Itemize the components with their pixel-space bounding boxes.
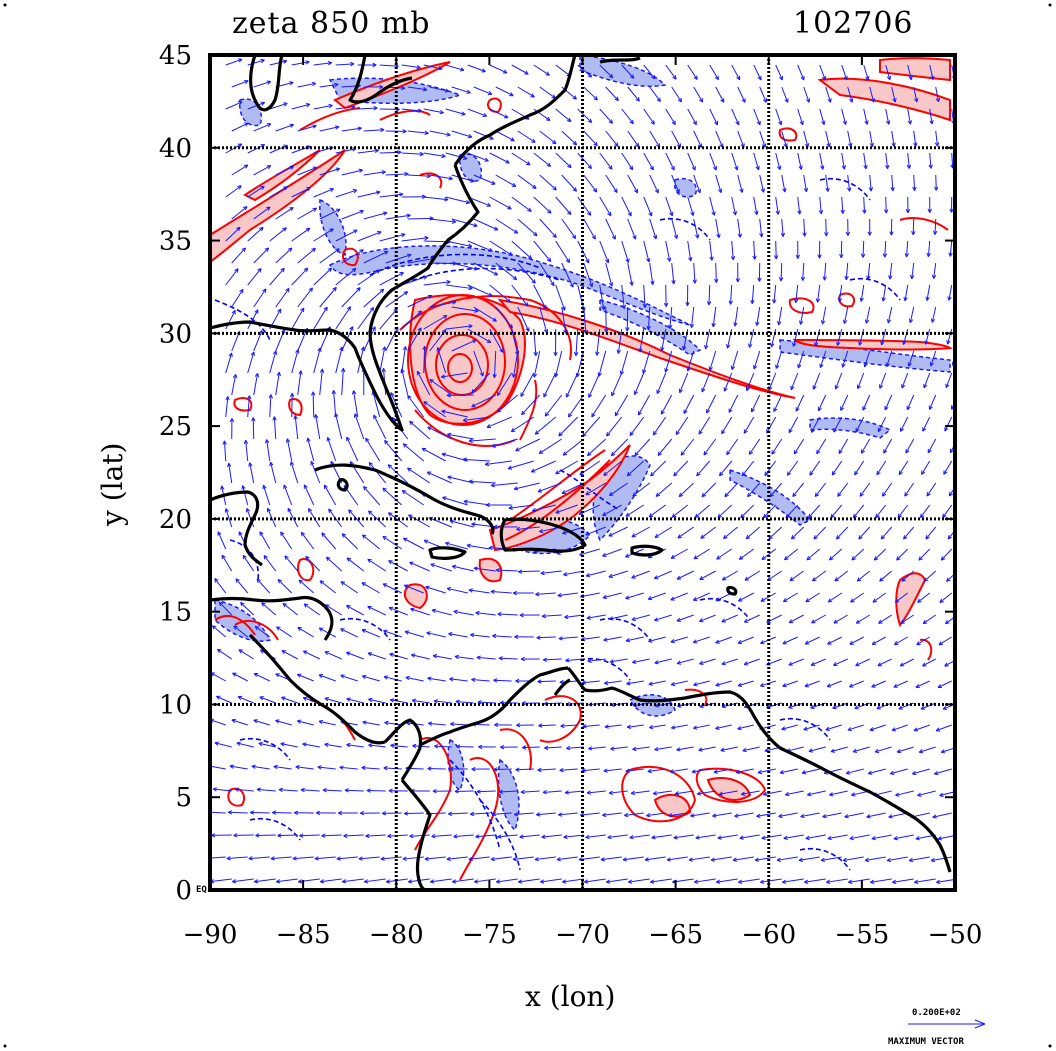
x-tick-label: −85 xyxy=(276,920,331,950)
lat-lon-grid xyxy=(210,55,955,890)
vector-legend-label: MAXIMUM VECTOR xyxy=(888,1037,964,1047)
wind-vectors xyxy=(210,58,955,885)
y-tick-label: 45 xyxy=(159,41,192,71)
x-tick-label: −65 xyxy=(648,920,703,950)
vector-legend: 0.200E+02 MAXIMUM VECTOR xyxy=(888,1008,986,1047)
x-tick-label: −90 xyxy=(183,920,238,950)
y-tick-label: 30 xyxy=(159,319,192,349)
x-tick-label: −50 xyxy=(928,920,983,950)
map-timestamp: 102706 xyxy=(793,6,914,41)
x-tick-label: −55 xyxy=(834,920,889,950)
positive-vorticity-contours xyxy=(214,97,949,881)
x-tick-labels: −90 −85 −80 −75 −70 −65 −60 −55 −50 xyxy=(183,920,983,950)
map-title: zeta 850 mb xyxy=(232,6,431,41)
y-tick-label: 20 xyxy=(159,505,192,535)
y-tick-label: 10 xyxy=(159,690,192,720)
y-tick-labels: 0 5 10 15 20 25 30 35 40 45 xyxy=(159,41,192,906)
y-tick-label: 0 xyxy=(175,876,192,906)
y-tick-label: 25 xyxy=(159,412,192,442)
x-tick-label: −75 xyxy=(462,920,517,950)
y-axis-label: y (lat) xyxy=(96,443,129,527)
y-tick-label: 40 xyxy=(159,134,192,164)
x-tick-label: −70 xyxy=(555,920,610,950)
y-tick-label: 15 xyxy=(159,598,192,628)
positive-vorticity-shading xyxy=(210,57,954,818)
vector-legend-value: 0.200E+02 xyxy=(912,1008,961,1018)
negative-vorticity-shading xyxy=(214,55,951,832)
x-tick-label: −60 xyxy=(741,920,796,950)
y-tick-label: 35 xyxy=(159,227,192,257)
x-axis-label: x (lon) xyxy=(525,980,615,1013)
y-tick-label: 5 xyxy=(175,783,192,813)
axis-ticks xyxy=(209,54,956,891)
x-tick-label: −80 xyxy=(369,920,424,950)
equator-label: EQ xyxy=(196,885,207,895)
negative-vorticity-contours xyxy=(214,178,901,871)
